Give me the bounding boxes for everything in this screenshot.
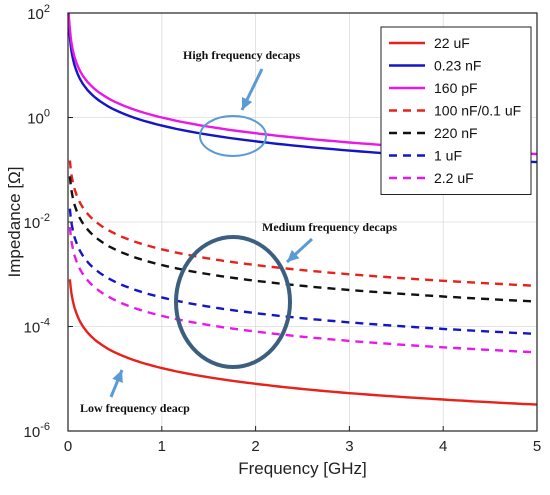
medium-frequency-ellipse	[174, 235, 292, 369]
legend-entry-label: 100 nF/0.1 uF	[434, 103, 521, 119]
x-tick-label: 3	[345, 438, 353, 455]
medium-frequency-arrow-head	[287, 249, 300, 262]
legend: 22 uF 0.23 nF 160 pF 100 nF/0.1 uF 220 nF 1 u…	[380, 26, 532, 195]
annotation-label-1: Medium frequency decaps	[262, 220, 397, 234]
high-frequency-ellipse	[199, 115, 267, 157]
y-axis-title: Impedance [Ω]	[5, 167, 24, 278]
x-tick-label: 4	[439, 438, 447, 455]
x-tick-label: 2	[251, 438, 259, 455]
series-layer	[67, 12, 538, 406]
legend-entry-label: 0.23 nF	[434, 58, 481, 74]
annotation-label-0: High frequency decaps	[183, 48, 300, 62]
annotation-label-2: Low frequency deacp	[80, 401, 190, 415]
legend-entry-label: 220 nF	[434, 125, 478, 141]
series-line-4	[68, 176, 538, 303]
annotation-labels: High frequency decaps Medium frequency de…	[80, 48, 397, 415]
series-line-6	[68, 227, 538, 354]
legend-entry-label: 2.2 uF	[434, 170, 474, 186]
high-frequency-arrow-head	[242, 97, 253, 110]
series-line-3	[68, 160, 538, 287]
series-line-5	[68, 208, 538, 336]
x-tick-label: 5	[533, 438, 541, 455]
x-tick-label: 0	[64, 438, 72, 455]
legend-entry-label: 160 pF	[434, 80, 478, 96]
x-tick-label: 1	[158, 438, 166, 455]
annotation-shapes	[109, 68, 314, 398]
legend-entry-label: 1 uF	[434, 148, 462, 164]
series-line-0	[68, 279, 538, 406]
x-axis-title: Frequency [GHz]	[238, 459, 367, 478]
legend-entry-label: 22 uF	[434, 35, 470, 51]
low-frequency-arrow-head	[112, 370, 123, 383]
